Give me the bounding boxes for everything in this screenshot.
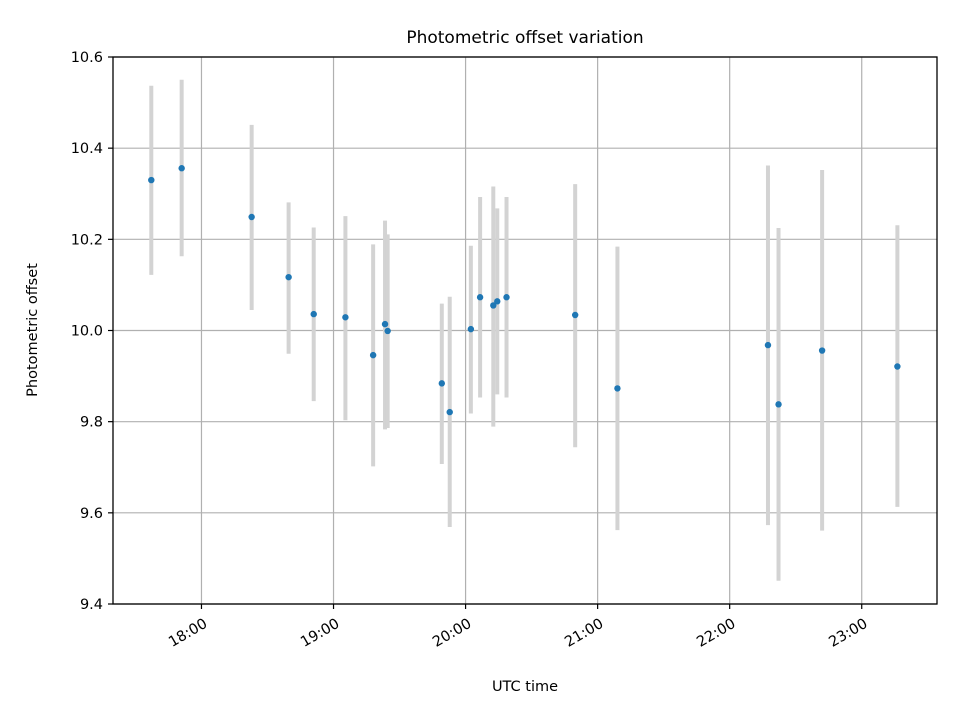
data-point xyxy=(764,341,772,349)
data-point xyxy=(818,347,826,354)
y-tick-label: 9.4 xyxy=(80,597,103,613)
data-point xyxy=(342,314,349,321)
data-point xyxy=(438,380,446,387)
data-point xyxy=(310,310,317,318)
data-point xyxy=(285,273,292,281)
data-point xyxy=(503,294,510,301)
x-axis-label: UTC time xyxy=(492,679,558,695)
x-tick-label: 18:00 xyxy=(166,616,210,651)
data-point xyxy=(775,401,782,408)
y-tick-label: 9.8 xyxy=(80,415,103,431)
data-point xyxy=(446,408,453,416)
y-axis-label: Photometric offset xyxy=(25,263,41,397)
x-tick-label: 23:00 xyxy=(826,616,870,651)
y-tick-label: 10.4 xyxy=(71,141,103,157)
data-point xyxy=(467,325,475,333)
point-layer xyxy=(148,165,901,416)
y-tick-label: 10.6 xyxy=(71,50,103,66)
y-tick-label: 9.6 xyxy=(80,506,103,522)
x-tick-label: 19:00 xyxy=(298,616,342,651)
data-point xyxy=(384,327,391,335)
data-point xyxy=(248,213,255,221)
data-point xyxy=(178,165,185,172)
x-tick-label: 20:00 xyxy=(430,616,474,651)
y-tick-label: 10.2 xyxy=(71,232,103,248)
data-point xyxy=(894,363,901,370)
chart-title: Photometric offset variation xyxy=(406,28,643,48)
data-point xyxy=(571,311,579,319)
grid-layer xyxy=(113,56,937,605)
data-point xyxy=(614,385,621,392)
data-point xyxy=(381,320,389,328)
x-tick-label: 22:00 xyxy=(694,616,738,651)
data-point xyxy=(494,298,501,305)
x-tick-label: 21:00 xyxy=(562,616,606,651)
data-point xyxy=(148,176,155,184)
data-point xyxy=(476,294,484,301)
data-point xyxy=(369,351,377,359)
y-tick-label: 10.0 xyxy=(71,324,103,340)
data-point xyxy=(490,302,497,309)
